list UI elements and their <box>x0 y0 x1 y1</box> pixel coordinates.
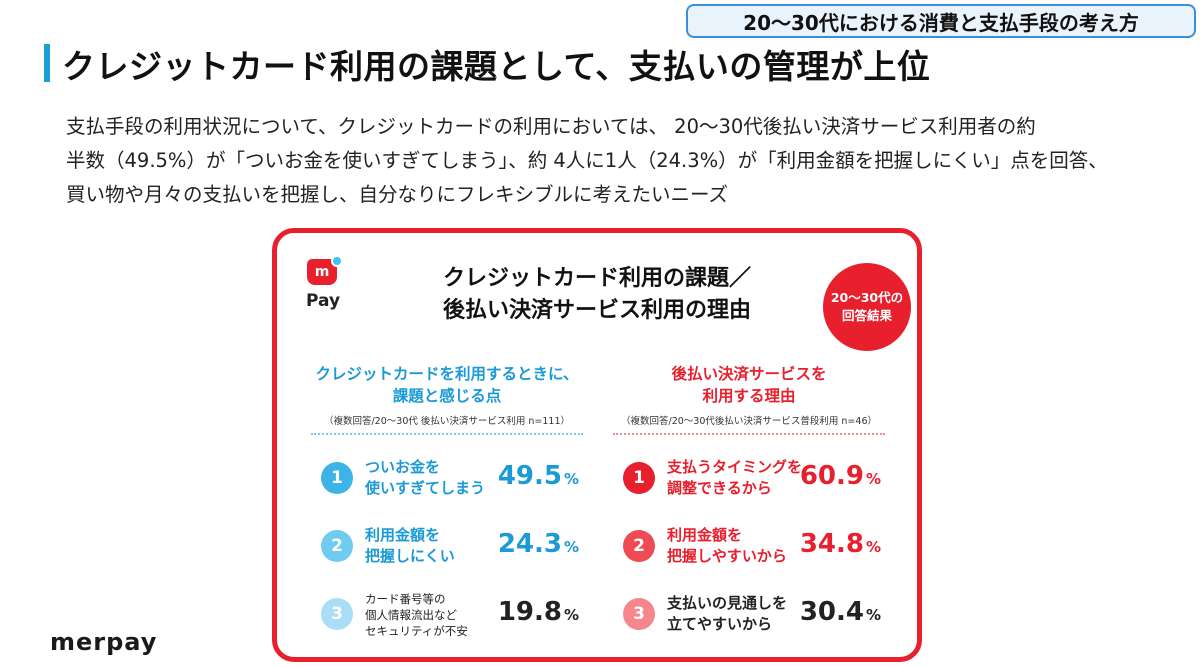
rank-label-line: 使いすぎてしまう <box>365 479 486 497</box>
rank-number-badge: 3 <box>623 598 655 630</box>
column-heading: クレジットカードを利用するときに、 課題と感じる点 <box>311 363 583 407</box>
rank-label: 利用金額を把握しにくい <box>365 525 455 567</box>
rank-label-line: 支払いの見通しを <box>667 594 788 612</box>
dotted-divider <box>311 433 583 435</box>
credit-card-issues-column: クレジットカードを利用するときに、 課題と感じる点 （複数回答/20〜30代 後… <box>311 363 583 645</box>
percentage-value: 60.9% <box>800 461 881 491</box>
intro-line-2: 半数（49.5%）が「ついお金を使いすぎてしまう」、約 4人に1人（24.3%）… <box>66 149 1108 172</box>
percentage-number: 34.8 <box>799 529 864 559</box>
percentage-number: 24.3 <box>497 529 562 559</box>
rank-number-badge: 1 <box>623 462 655 494</box>
ranking-row: 1 支払うタイミングを 調整できるから 60.9% <box>613 449 885 509</box>
ranking-row: 2 利用金額を把握しにくい 24.3% <box>311 517 583 577</box>
survey-card: m Pay クレジットカード利用の課題／ 後払い決済サービス利用の理由 20〜3… <box>272 228 922 662</box>
column-note: （複数回答/20〜30代後払い決済サービス普段利用 n=46） <box>621 416 877 427</box>
percentage-value: 19.8% <box>498 597 579 627</box>
percentage-number: 30.4 <box>799 597 864 627</box>
rank-label-line: 把握しにくい <box>365 547 455 565</box>
rank-label: カード番号等の 個人情報流出など セキュリティが不安 <box>365 591 468 639</box>
rank-label: 支払うタイミングを 調整できるから <box>667 457 802 499</box>
column-note: （複数回答/20〜30代 後払い決済サービス利用 n=111） <box>323 416 571 427</box>
card-title: クレジットカード利用の課題／ 後払い決済サービス利用の理由 <box>377 263 817 327</box>
percentage-number: 49.5 <box>497 461 562 491</box>
column-heading-line-1: 後払い決済サービスを <box>671 365 827 383</box>
rank-label-line: 調整できるから <box>667 479 772 497</box>
merpay-logo-icon: m <box>307 255 343 287</box>
percent-unit: % <box>865 606 881 624</box>
deferred-payment-reasons-column: 後払い決済サービスを 利用する理由 （複数回答/20〜30代後払い決済サービス普… <box>613 363 885 645</box>
card-title-line-1: クレジットカード利用の課題／ <box>442 266 751 291</box>
percent-unit: % <box>865 538 881 556</box>
ranking-row: 1 ついお金を使いすぎてしまう 49.5% <box>311 449 583 509</box>
card-title-line-2: 後払い決済サービス利用の理由 <box>442 298 751 323</box>
rank-number-badge: 1 <box>321 462 353 494</box>
column-heading-line-2: 課題と感じる点 <box>392 387 502 405</box>
rank-number-badge: 2 <box>321 530 353 562</box>
rank-label: 利用金額を把握しやすいから <box>667 525 787 567</box>
page-title: クレジットカード利用の課題として、支払いの管理が上位 <box>62 47 931 86</box>
result-badge: 20〜30代の 回答結果 <box>823 263 911 351</box>
badge-line-2: 回答結果 <box>841 308 892 323</box>
percentage-number: 60.9 <box>799 461 864 491</box>
percent-unit: % <box>563 606 579 624</box>
percentage-value: 49.5% <box>498 461 579 491</box>
percentage-value: 34.8% <box>800 529 881 559</box>
rank-label-line: カード番号等の <box>365 592 446 606</box>
percent-unit: % <box>865 470 881 488</box>
rank-number-badge: 3 <box>321 598 353 630</box>
percentage-value: 30.4% <box>800 597 881 627</box>
rank-label-line: 利用金額を <box>365 526 441 544</box>
percentage-number: 19.8 <box>497 597 562 627</box>
badge-line-1: 20〜30代の <box>830 290 904 305</box>
rank-label: ついお金を使いすぎてしまう <box>365 457 485 499</box>
section-tag: 20〜30代における消費と支払手段の考え方 <box>686 4 1196 38</box>
percent-unit: % <box>563 470 579 488</box>
intro-text: 支払手段の利用状況について、クレジットカードの利用においては、 20〜30代後払… <box>66 110 1176 212</box>
rank-label-line: 個人情報流出など <box>365 608 457 622</box>
ranking-row: 3 カード番号等の 個人情報流出など セキュリティが不安 19.8% <box>311 585 583 645</box>
title-accent-bar <box>44 44 50 82</box>
merpay-brand-logo: merpay <box>50 628 158 656</box>
logo-pay-text: Pay <box>306 291 341 311</box>
rank-label-line: 利用金額を <box>667 526 743 544</box>
logo-dot-icon <box>331 255 343 267</box>
rank-label-line: 支払うタイミングを <box>667 458 803 476</box>
intro-line-1: 支払手段の利用状況について、クレジットカードの利用においては、 20〜30代後払… <box>66 115 1036 138</box>
rank-number-badge: 2 <box>623 530 655 562</box>
percent-unit: % <box>563 538 579 556</box>
percentage-value: 24.3% <box>498 529 579 559</box>
dotted-divider <box>613 433 885 435</box>
rank-label-line: セキュリティが不安 <box>365 624 468 638</box>
column-heading: 後払い決済サービスを 利用する理由 <box>613 363 885 407</box>
ranking-row: 2 利用金額を把握しやすいから 34.8% <box>613 517 885 577</box>
rank-label-line: ついお金を <box>365 458 441 476</box>
intro-line-3: 買い物や月々の支払いを把握し、自分なりにフレキシブルに考えたいニーズ <box>66 183 729 206</box>
rank-label-line: 把握しやすいから <box>667 547 787 565</box>
column-heading-line-1: クレジットカードを利用するときに、 <box>315 365 579 383</box>
ranking-row: 3 支払いの見通しを 立てやすいから 30.4% <box>613 585 885 645</box>
rank-label-line: 立てやすいから <box>667 615 773 633</box>
rank-label: 支払いの見通しを 立てやすいから <box>667 593 787 635</box>
column-heading-line-2: 利用する理由 <box>702 387 796 405</box>
